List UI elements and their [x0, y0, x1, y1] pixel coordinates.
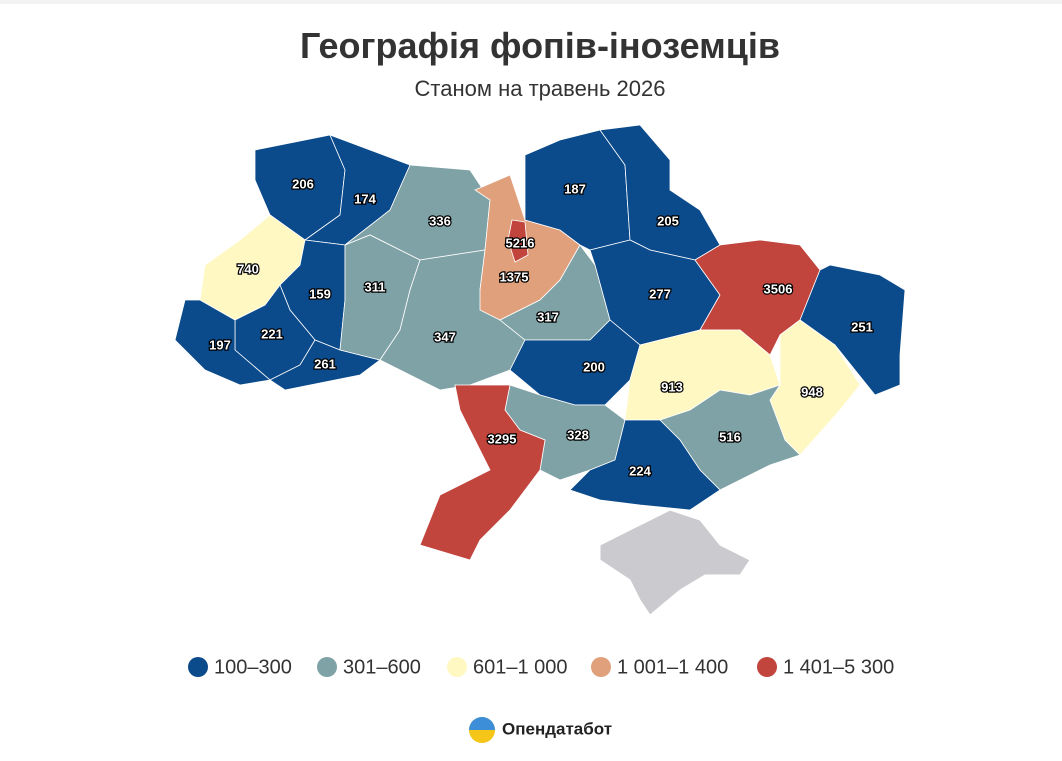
region [569, 419, 721, 511]
top-bar [0, 0, 1062, 4]
legend-label: 301–600 [343, 656, 421, 678]
labels: 206 174 740 159 221 197 261 336 311 347 1375 5216 31… [208, 175, 874, 480]
legend-swatch [757, 657, 777, 677]
legend-label: 100–300 [214, 656, 292, 678]
subtitle: Станом на травень 2026 [415, 76, 666, 101]
region-label: 205 [657, 213, 679, 228]
legend: 100–300 301–600 601–1 000 1 001–1 400 1 401–… [188, 656, 894, 678]
region-label: 224 [629, 463, 651, 478]
legend-swatch [447, 657, 467, 677]
region-label: 261 [314, 356, 336, 371]
region-label: 174 [354, 191, 376, 206]
title: Географія фопів-іноземців [300, 25, 780, 66]
region-label: 3295 [488, 431, 517, 446]
legend-label: 601–1 000 [473, 656, 568, 678]
regions [174, 124, 906, 561]
region-label: 336 [429, 213, 451, 228]
legend-swatch [317, 657, 337, 677]
crimea [599, 509, 751, 616]
region-label: 277 [649, 286, 671, 301]
region-label: 221 [261, 326, 283, 341]
region-label: 251 [851, 319, 873, 334]
region-label: 347 [434, 329, 456, 344]
brand: Опендатабот [502, 719, 612, 738]
region-label: 200 [583, 359, 605, 374]
region-label: 159 [309, 286, 331, 301]
region-label: 317 [537, 309, 559, 324]
region [507, 219, 529, 263]
region-label: 516 [719, 429, 741, 444]
region [419, 384, 546, 561]
region-label: 948 [801, 384, 823, 399]
region-label: 740 [237, 261, 259, 276]
region-label: 3506 [764, 281, 793, 296]
legend-swatch [591, 657, 611, 677]
legend-swatch [188, 657, 208, 677]
region-label: 913 [661, 379, 683, 394]
region-label: 5216 [506, 235, 535, 250]
legend-label: 1 401–5 300 [783, 656, 894, 678]
region-label: 311 [365, 279, 386, 294]
region-label: 197 [209, 337, 231, 352]
region-label: 187 [564, 181, 586, 196]
legend-label: 1 001–1 400 [617, 656, 728, 678]
region-label: 1375 [500, 269, 529, 284]
region-label: 328 [567, 427, 589, 442]
brand-logo-top [469, 717, 495, 730]
region-label: 206 [292, 176, 314, 191]
